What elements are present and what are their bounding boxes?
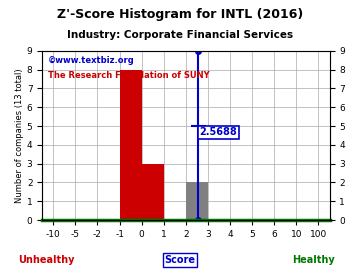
Text: The Research Foundation of SUNY: The Research Foundation of SUNY: [48, 71, 210, 80]
Bar: [186, 183, 208, 220]
Text: ©www.textbiz.org: ©www.textbiz.org: [48, 56, 135, 65]
Text: Unhealthy: Unhealthy: [19, 255, 75, 265]
Text: Industry: Corporate Financial Services: Industry: Corporate Financial Services: [67, 30, 293, 40]
Text: Healthy: Healthy: [292, 255, 334, 265]
Bar: [142, 164, 164, 220]
Bar: [120, 70, 142, 220]
Y-axis label: Number of companies (13 total): Number of companies (13 total): [15, 68, 24, 203]
Text: Z'-Score Histogram for INTL (2016): Z'-Score Histogram for INTL (2016): [57, 8, 303, 21]
Text: 2.5688: 2.5688: [199, 127, 237, 137]
Text: Score: Score: [165, 255, 195, 265]
